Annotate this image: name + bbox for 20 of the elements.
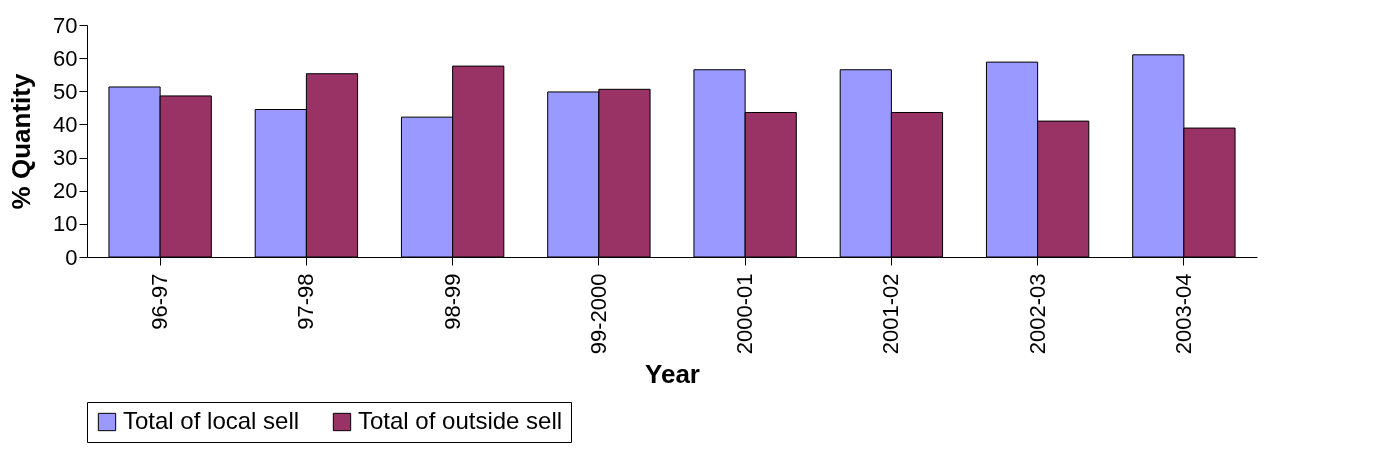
x-tick-label: 2002-03 (1024, 273, 1050, 355)
legend-label: Total of outside sell (358, 407, 563, 434)
y-tick-label: 60 (53, 45, 78, 71)
x-tick-label: 2000-01 (732, 273, 758, 355)
y-tick-label: 0 (65, 244, 78, 270)
x-tick-label: 99-2000 (585, 273, 611, 355)
y-tick-label: 20 (53, 178, 78, 204)
y-tick-label: 30 (53, 145, 78, 171)
x-tick-label: 98-99 (439, 273, 465, 330)
x-tick-label: 97-98 (293, 273, 319, 330)
y-axis-title: % Quantity (6, 73, 37, 210)
y-tick-label: 10 (53, 211, 78, 237)
y-tick-label: 50 (53, 78, 78, 104)
x-tick-label: 2001-02 (878, 273, 904, 355)
x-axis-title: Year (645, 359, 700, 390)
y-tick-label: 40 (53, 111, 78, 137)
y-tick-label: 70 (53, 12, 78, 38)
x-tick-label: 2003-04 (1170, 273, 1196, 355)
legend-label: Total of local sell (123, 407, 300, 434)
x-tick-label: 96-97 (147, 273, 173, 330)
